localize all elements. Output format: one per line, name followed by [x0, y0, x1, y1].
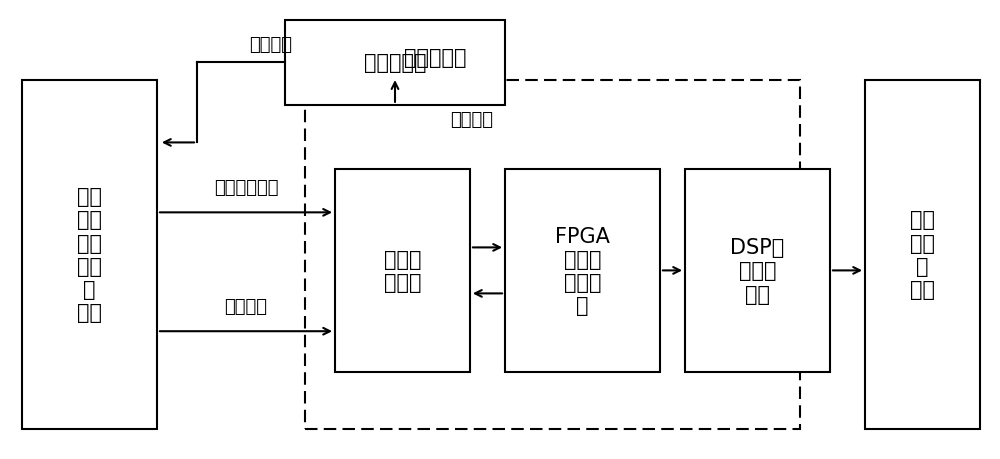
Text: 时钟信号源: 时钟信号源: [364, 53, 426, 73]
Text: 模拟雷达回波: 模拟雷达回波: [214, 179, 278, 196]
Text: FPGA
信号预
处理模
块: FPGA 信号预 处理模 块: [555, 226, 610, 315]
Text: 信号处理器: 信号处理器: [404, 47, 466, 67]
Text: 同步信号: 同步信号: [224, 297, 268, 315]
Text: 采样时钟: 采样时钟: [450, 110, 493, 129]
FancyBboxPatch shape: [685, 170, 830, 372]
FancyBboxPatch shape: [505, 170, 660, 372]
Text: 参考时钟: 参考时钟: [250, 36, 292, 54]
Text: 上位
机显
示
终端: 上位 机显 示 终端: [910, 210, 935, 299]
Text: DSP成
像处理
模块: DSP成 像处理 模块: [730, 238, 785, 304]
FancyBboxPatch shape: [335, 170, 470, 372]
FancyBboxPatch shape: [22, 80, 157, 429]
FancyBboxPatch shape: [285, 21, 505, 106]
FancyBboxPatch shape: [305, 80, 800, 429]
Text: 模数转
换模块: 模数转 换模块: [384, 249, 421, 292]
FancyBboxPatch shape: [865, 80, 980, 429]
Text: 雷达
导引
头综
合测
试
装置: 雷达 导引 头综 合测 试 装置: [77, 187, 102, 323]
